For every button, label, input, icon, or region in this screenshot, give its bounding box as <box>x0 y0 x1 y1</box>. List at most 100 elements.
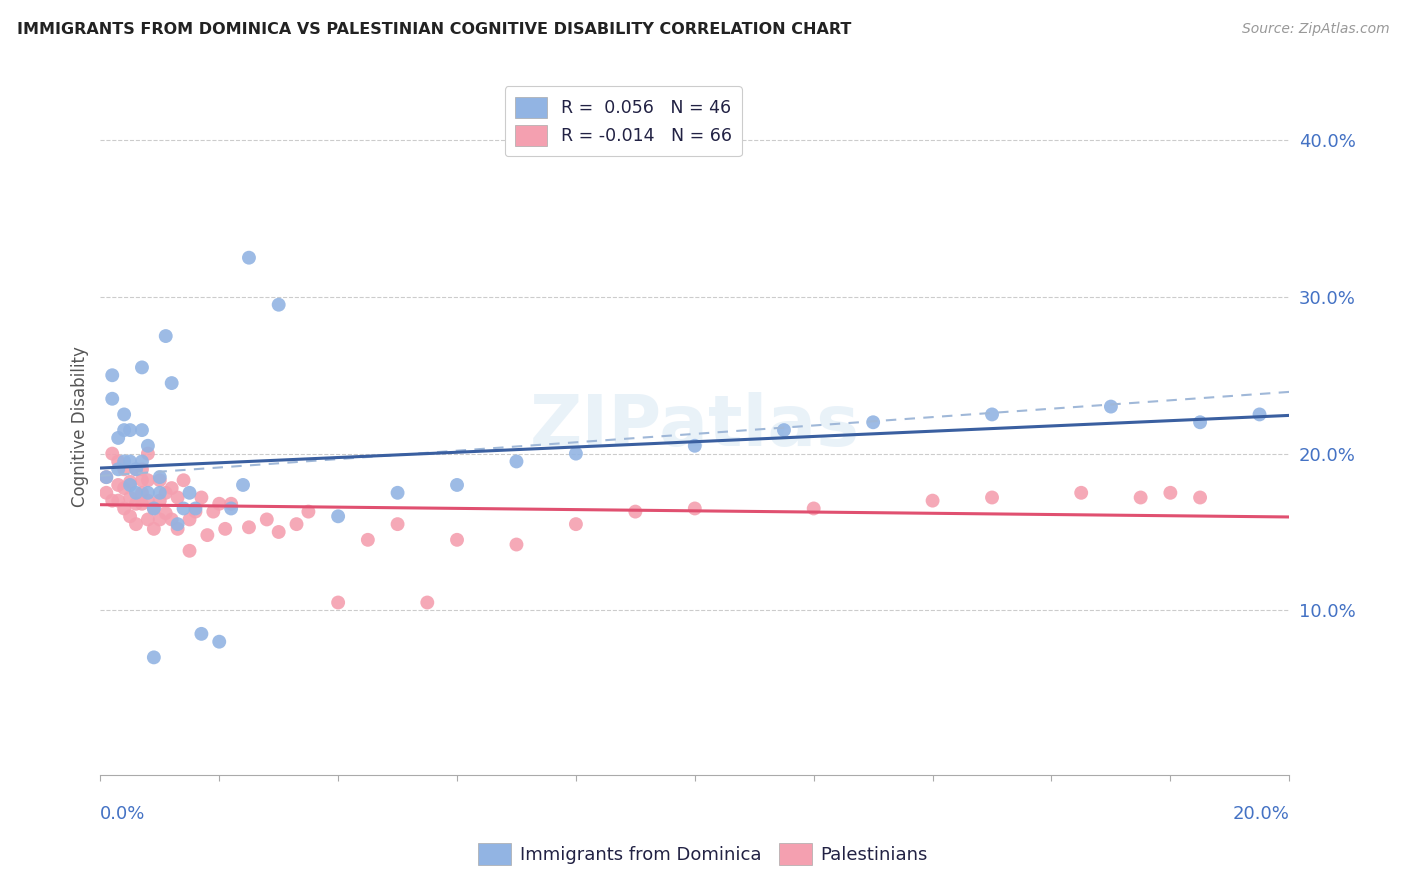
Point <box>149 473 172 487</box>
Point <box>297 505 319 519</box>
Point <box>112 454 135 468</box>
Point <box>101 392 124 406</box>
Point <box>136 473 159 487</box>
Point <box>190 491 212 505</box>
Point <box>179 485 201 500</box>
Point <box>112 462 135 476</box>
Point <box>131 423 153 437</box>
Point <box>120 423 142 437</box>
Point <box>131 485 153 500</box>
Point <box>155 329 177 343</box>
Point <box>505 454 527 468</box>
Point <box>142 522 165 536</box>
Point <box>136 493 159 508</box>
Point <box>131 462 153 476</box>
Point <box>683 439 706 453</box>
Point <box>232 478 254 492</box>
Point <box>202 505 225 519</box>
Point <box>142 501 165 516</box>
Point <box>149 512 172 526</box>
Point <box>173 473 195 487</box>
Point <box>125 462 148 476</box>
Point <box>125 462 148 476</box>
Point <box>1099 400 1122 414</box>
Point <box>387 485 409 500</box>
Point <box>184 505 207 519</box>
Point <box>149 493 172 508</box>
Point <box>981 491 1004 505</box>
Text: 20.0%: 20.0% <box>1233 805 1289 823</box>
Point <box>131 473 153 487</box>
Point <box>166 517 188 532</box>
Point <box>107 493 129 508</box>
Point <box>357 533 380 547</box>
Point <box>219 501 242 516</box>
Point <box>101 447 124 461</box>
Point <box>326 595 349 609</box>
Text: Source: ZipAtlas.com: Source: ZipAtlas.com <box>1241 22 1389 37</box>
Point <box>1189 491 1212 505</box>
Point <box>195 528 218 542</box>
Point <box>565 517 588 532</box>
Point <box>142 650 165 665</box>
Point <box>155 506 177 520</box>
Point <box>184 501 207 516</box>
Point <box>96 485 118 500</box>
Point <box>96 470 118 484</box>
Point <box>112 423 135 437</box>
Legend: R =  0.056   N = 46, R = -0.014   N = 66: R = 0.056 N = 46, R = -0.014 N = 66 <box>505 87 742 156</box>
Point <box>107 454 129 468</box>
Point <box>1159 485 1181 500</box>
Point <box>112 408 135 422</box>
Point <box>981 408 1004 422</box>
Point <box>179 543 201 558</box>
Point <box>208 634 231 648</box>
Point <box>862 415 884 429</box>
Point <box>131 454 153 468</box>
Point <box>107 462 129 476</box>
Point <box>166 491 188 505</box>
Text: 0.0%: 0.0% <box>100 805 146 823</box>
Point <box>683 501 706 516</box>
Point <box>214 522 236 536</box>
Point <box>96 470 118 484</box>
Point <box>125 485 148 500</box>
Point <box>136 447 159 461</box>
Point <box>285 517 308 532</box>
Point <box>1070 485 1092 500</box>
Point <box>142 501 165 516</box>
Point <box>112 501 135 516</box>
Point <box>416 595 439 609</box>
Point <box>160 481 183 495</box>
Point <box>120 478 142 492</box>
Point <box>136 485 159 500</box>
Point <box>238 251 260 265</box>
Y-axis label: Cognitive Disability: Cognitive Disability <box>72 346 89 507</box>
Point <box>125 497 148 511</box>
Point <box>160 376 183 390</box>
Text: IMMIGRANTS FROM DOMINICA VS PALESTINIAN COGNITIVE DISABILITY CORRELATION CHART: IMMIGRANTS FROM DOMINICA VS PALESTINIAN … <box>17 22 851 37</box>
Point <box>155 485 177 500</box>
Point <box>166 522 188 536</box>
Point <box>773 423 796 437</box>
Point <box>120 454 142 468</box>
Point <box>565 447 588 461</box>
Point <box>149 485 172 500</box>
Point <box>387 517 409 532</box>
Point <box>131 360 153 375</box>
Point <box>803 501 825 516</box>
Legend: Immigrants from Dominica, Palestinians: Immigrants from Dominica, Palestinians <box>471 836 935 872</box>
Point <box>446 533 468 547</box>
Point <box>190 627 212 641</box>
Point <box>256 512 278 526</box>
Point <box>267 524 290 539</box>
Point <box>446 478 468 492</box>
Point <box>267 298 290 312</box>
Text: ZIPatlas: ZIPatlas <box>530 392 860 460</box>
Point <box>238 520 260 534</box>
Point <box>125 517 148 532</box>
Point <box>136 512 159 526</box>
Point <box>120 475 142 489</box>
Point <box>1249 408 1271 422</box>
Point <box>107 431 129 445</box>
